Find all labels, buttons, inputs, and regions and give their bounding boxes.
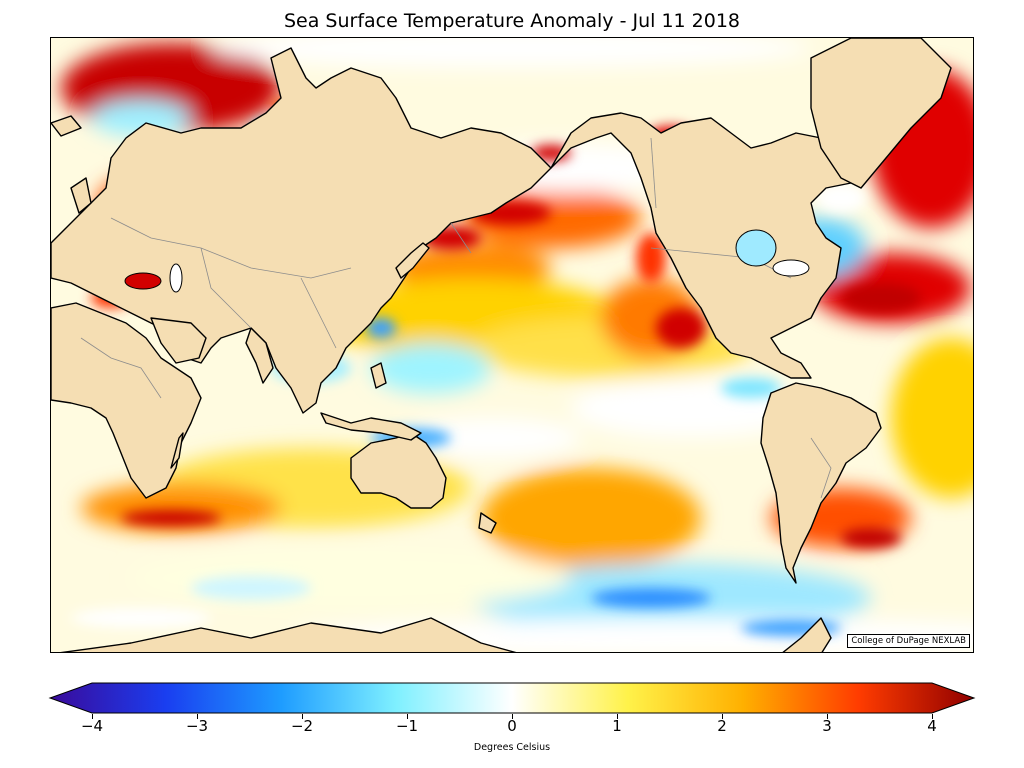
chart-title: Sea Surface Temperature Anomaly - Jul 11… [283,10,741,32]
arabia [150,317,207,364]
colorbar-tick-label: 4 [927,717,937,735]
colorbar-gradient [48,682,976,714]
colorbar-tick-label: 2 [717,717,727,735]
map-svg [51,38,973,652]
country-borders [80,137,832,499]
antarctica-landmass [60,617,832,652]
colorbar [48,682,976,714]
land-masses [51,38,952,652]
indonesia-islands [320,412,422,441]
colorbar-tick-mark [407,714,408,719]
new-zealand [478,512,497,534]
colorbar-tick-label: −3 [185,717,209,735]
colorbar-tick-mark [197,714,198,719]
sst-anomaly-map: College of DuPage NEXLAB [50,37,974,653]
colorbar-tick-label: 1 [612,717,622,735]
colorbar-tick-mark [512,714,513,719]
colorbar-label: Degrees Celsius [473,742,551,753]
inland-waters [124,229,810,293]
colorbar-tick-label: −2 [290,717,314,735]
credit-box: College of DuPage NEXLAB [847,634,970,648]
colorbar-tick-mark [92,714,93,719]
colorbar-tick-mark [722,714,723,719]
colorbar-tick-label: 0 [507,717,517,735]
madagascar [170,432,184,469]
japan [395,242,430,279]
greenland-landmass [810,38,952,189]
uk-ireland [70,177,92,214]
colorbar-tick-mark [827,714,828,719]
india [245,327,274,384]
colorbar-tick-mark [617,714,618,719]
colorbar-tick-label: −4 [80,717,104,735]
colorbar-tick-label: 3 [822,717,832,735]
colorbar-tick-mark [302,714,303,719]
north-america-landmass [550,112,862,379]
colorbar-tick-mark [932,714,933,719]
philippines [370,362,387,389]
south-america-landmass [760,382,882,584]
colorbar-tick-label: −1 [395,717,419,735]
iceland [51,115,82,137]
